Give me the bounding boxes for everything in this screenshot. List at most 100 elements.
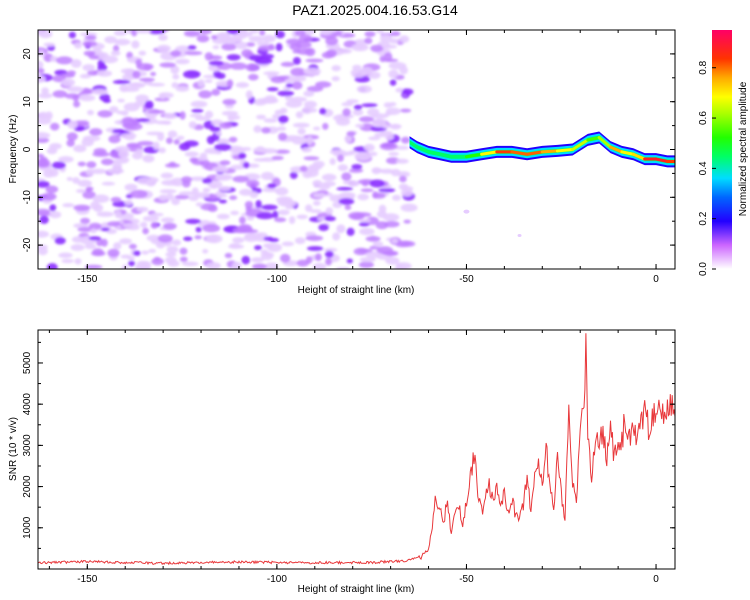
- noise-cell: [199, 152, 208, 158]
- noise-cell: [38, 244, 48, 250]
- noise-cell: [133, 250, 141, 256]
- noise-cell: [202, 249, 209, 254]
- noise-cell: [190, 100, 208, 108]
- noise-cell: [274, 109, 285, 115]
- noise-cell: [61, 259, 74, 264]
- noise-cell: [331, 76, 340, 82]
- noise-cell: [357, 248, 373, 253]
- noise-cell: [112, 201, 129, 208]
- noise-cell: [212, 45, 220, 50]
- noise-cell: [267, 183, 277, 189]
- noise-cell: [148, 30, 166, 35]
- noise-cell: [222, 98, 237, 106]
- top-y-axis-label: Frequency (Hz): [8, 115, 19, 184]
- noise-cell: [120, 133, 137, 139]
- noise-cell: [218, 186, 231, 192]
- noise-cell: [72, 177, 80, 184]
- noise-cell: [67, 70, 76, 76]
- noise-cell: [156, 44, 171, 53]
- noise-cell: [121, 87, 140, 92]
- noise-cell: [135, 94, 149, 103]
- noise-cell: [294, 30, 306, 37]
- noise-cell: [120, 110, 129, 116]
- noise-cell: [256, 41, 270, 47]
- noise-cell: [306, 85, 324, 92]
- noise-cell: [142, 215, 160, 222]
- colorbar-tick-label: 0.0: [698, 262, 709, 276]
- noise-cell: [93, 204, 104, 212]
- noise-cell: [297, 128, 306, 135]
- noise-cell: [338, 48, 352, 54]
- noise-cell: [312, 262, 327, 269]
- noise-cell: [288, 216, 296, 225]
- noise-cell: [43, 42, 56, 47]
- noise-cell: [252, 263, 267, 269]
- noise-cell: [305, 47, 316, 57]
- noise-cell: [38, 68, 45, 74]
- noise-cell: [346, 227, 355, 236]
- noise-cell: [83, 50, 96, 57]
- noise-cell: [277, 90, 295, 97]
- noise-cell: [67, 120, 78, 129]
- noise-cell: [325, 207, 333, 215]
- noise-cell: [306, 246, 324, 251]
- noise-cell: [74, 258, 82, 265]
- noise-cell: [198, 90, 212, 99]
- noise-cell: [183, 236, 193, 242]
- noise-cell: [143, 64, 152, 71]
- noise-cell: [354, 212, 372, 218]
- noise-cell: [202, 187, 211, 193]
- noise-cell: [202, 224, 221, 233]
- noise-cell: [79, 73, 92, 79]
- noise-cell: [61, 78, 75, 87]
- noise-cell: [159, 62, 176, 68]
- noise-cell: [182, 180, 191, 188]
- signal-hotspot: [631, 152, 647, 161]
- noise-cell: [398, 183, 409, 190]
- colorbar-ticks: 0.0 0.2 0.4 0.6 0.8: [698, 60, 716, 276]
- noise-cell: [229, 243, 241, 249]
- noise-cell: [153, 141, 160, 151]
- noise-cell: [163, 113, 177, 120]
- noise-cell: [266, 87, 279, 92]
- noise-cell: [38, 117, 52, 125]
- noise-cell: [256, 114, 266, 120]
- noise-cell: [275, 187, 289, 196]
- noise-cell: [209, 126, 221, 132]
- noise-cell: [281, 241, 294, 247]
- noise-cell: [150, 222, 158, 229]
- signal-hotspot: [510, 150, 529, 156]
- noise-cell: [346, 258, 353, 264]
- top-y-tick-label: 10: [22, 96, 33, 108]
- noise-cell: [280, 61, 295, 67]
- noise-cell: [158, 147, 166, 154]
- noise-cell: [246, 215, 255, 221]
- top-x-tick-label: -150: [77, 274, 97, 285]
- noise-cell: [389, 102, 397, 107]
- noise-cell: [101, 181, 116, 186]
- noise-cell: [305, 58, 324, 63]
- noise-cell: [271, 155, 284, 161]
- noise-cell: [303, 156, 320, 161]
- noise-cell: [403, 219, 411, 224]
- noise-cell: [262, 34, 276, 43]
- noise-cell: [309, 209, 322, 214]
- noise-cell: [336, 224, 346, 234]
- noise-cell: [70, 244, 85, 251]
- noise-cell: [318, 224, 329, 231]
- noise-cell: [259, 30, 266, 36]
- noise-cell: [70, 59, 82, 68]
- noise-cell: [184, 51, 203, 56]
- noise-cell: [104, 36, 117, 44]
- noise-cell: [324, 216, 336, 222]
- noise-cell: [195, 226, 202, 233]
- noise-cell: [380, 34, 393, 43]
- noise-cell: [276, 75, 290, 80]
- noise-cell: [187, 45, 197, 50]
- noise-cell: [189, 113, 203, 118]
- noise-cell: [369, 151, 378, 157]
- noise-cell: [136, 260, 149, 268]
- noise-cell: [183, 70, 201, 79]
- noise-cell: [221, 43, 237, 51]
- noise-cell: [241, 255, 251, 265]
